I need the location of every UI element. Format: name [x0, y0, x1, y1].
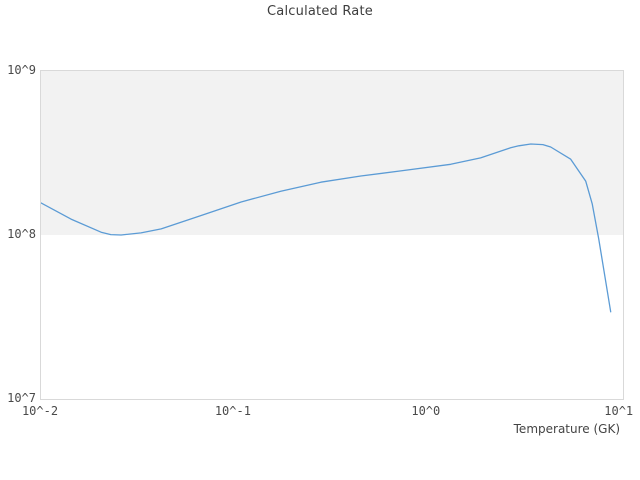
y-tick-label: 10^9 — [7, 63, 36, 77]
plot-svg — [41, 71, 623, 313]
x-tick-label: 10^0 — [411, 404, 441, 418]
x-tick-label: 10^1 — [604, 404, 634, 418]
chart-title: Calculated Rate — [267, 4, 373, 19]
y-tick-label: 10^8 — [7, 227, 36, 241]
rate-curve — [41, 143, 612, 313]
x-tick-label: 10^-1 — [214, 404, 251, 418]
plot-area — [40, 70, 624, 400]
y-tick-label: 10^7 — [7, 391, 36, 405]
x-axis-title: Temperature (GK) — [513, 422, 620, 436]
x-tick-label: 10^-2 — [21, 404, 59, 418]
log-decade-band — [41, 71, 623, 235]
